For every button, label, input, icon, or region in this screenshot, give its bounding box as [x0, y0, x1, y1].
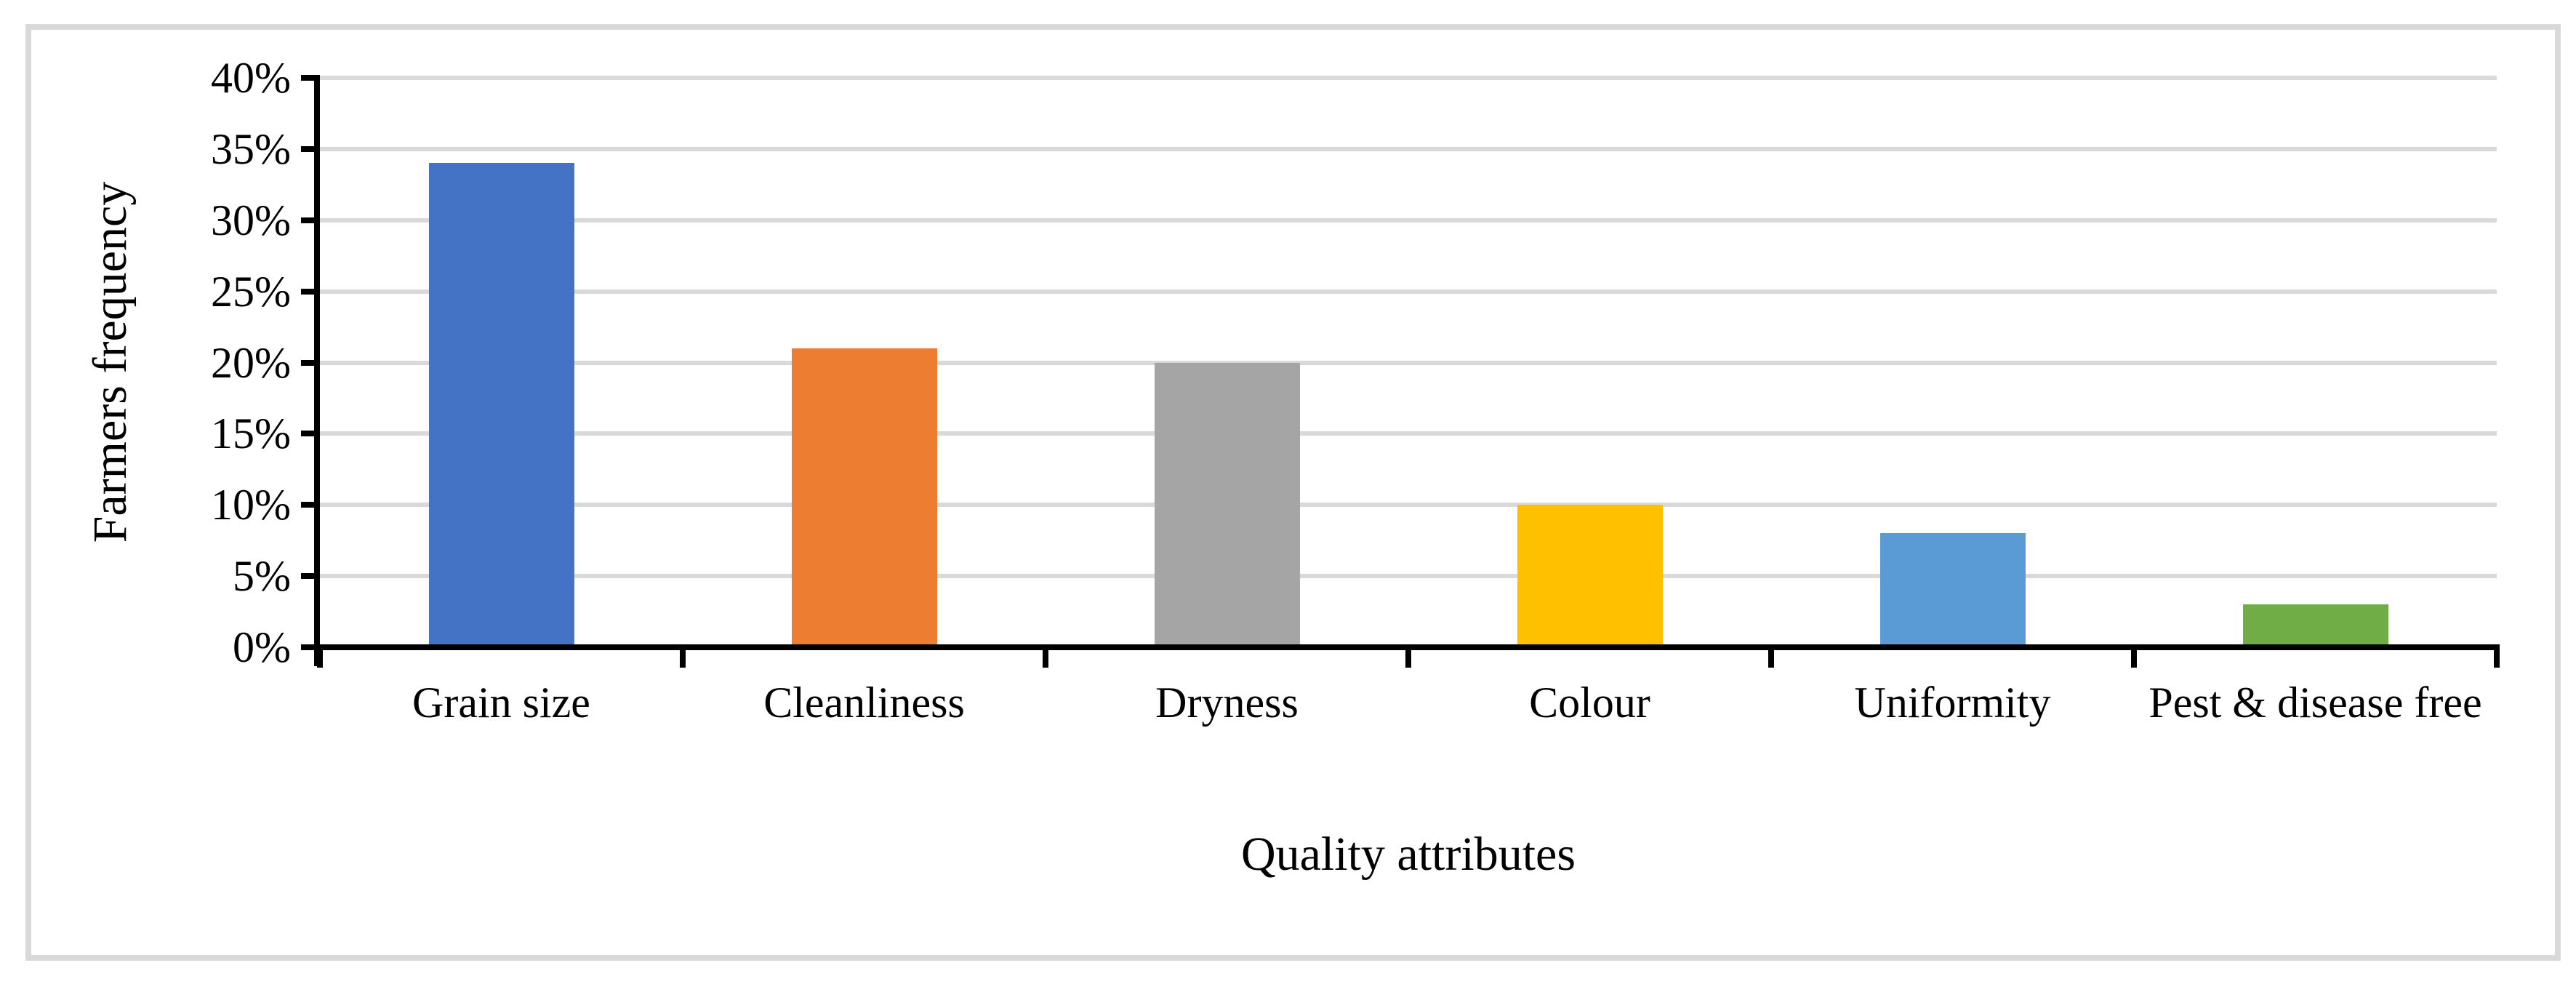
- bar-dryness: [1154, 362, 1300, 647]
- y-tick-label-5pct: 5%: [233, 552, 291, 601]
- bar-uniformity: [1879, 533, 2026, 647]
- gridline-20pct: [320, 360, 2497, 365]
- y-tick-20pct: [301, 359, 320, 366]
- x-tick-5: [2131, 647, 2137, 668]
- gridline-35pct: [320, 146, 2497, 151]
- y-tick-label-40pct: 40%: [211, 54, 291, 102]
- bar-grain-size: [428, 163, 574, 647]
- y-tick-label-15pct: 15%: [211, 409, 291, 458]
- x-tick-2: [1043, 647, 1048, 668]
- y-axis-line: [314, 75, 320, 666]
- plot-area: [320, 76, 2497, 647]
- y-tick-label-20pct: 20%: [211, 338, 291, 387]
- x-category-label-cleanliness: Cleanliness: [763, 679, 965, 727]
- y-tick-35pct: [301, 145, 320, 152]
- x-category-label-grain-size: Grain size: [412, 679, 590, 727]
- x-category-label-dryness: Dryness: [1155, 679, 1299, 727]
- gridline-30pct: [320, 217, 2497, 223]
- y-tick-40pct: [301, 75, 320, 81]
- y-tick-25pct: [301, 288, 320, 295]
- bar-pest-disease-free: [2242, 604, 2388, 647]
- chart-border-frame: [25, 24, 2561, 961]
- bar-cleanliness: [791, 348, 937, 647]
- x-tick-0: [317, 647, 323, 668]
- y-tick-label-30pct: 30%: [211, 196, 291, 244]
- x-axis-title: Quality attributes: [1240, 828, 1576, 881]
- x-tick-3: [1405, 647, 1411, 668]
- y-tick-5pct: [301, 573, 320, 580]
- x-axis-line: [301, 644, 2500, 650]
- gridline-40pct: [320, 76, 2497, 80]
- x-category-label-pest-disease-free: Pest & disease free: [2148, 679, 2482, 727]
- y-tick-0pct: [301, 644, 320, 650]
- x-tick-1: [680, 647, 686, 668]
- y-tick-label-25pct: 25%: [211, 267, 291, 316]
- y-tick-label-35pct: 35%: [211, 124, 291, 173]
- y-tick-30pct: [301, 217, 320, 223]
- x-category-label-colour: Colour: [1529, 679, 1650, 727]
- gridline-25pct: [320, 289, 2497, 294]
- y-tick-15pct: [301, 431, 320, 437]
- x-category-label-uniformity: Uniformity: [1854, 679, 2051, 727]
- y-tick-label-0pct: 0%: [233, 623, 291, 671]
- gridline-15pct: [320, 431, 2497, 436]
- gridline-5pct: [320, 574, 2497, 579]
- x-tick-6: [2494, 647, 2500, 668]
- x-tick-4: [1768, 647, 1774, 668]
- y-tick-10pct: [301, 502, 320, 508]
- bar-colour: [1517, 505, 1663, 647]
- gridline-10pct: [320, 503, 2497, 508]
- y-tick-label-10pct: 10%: [211, 481, 291, 529]
